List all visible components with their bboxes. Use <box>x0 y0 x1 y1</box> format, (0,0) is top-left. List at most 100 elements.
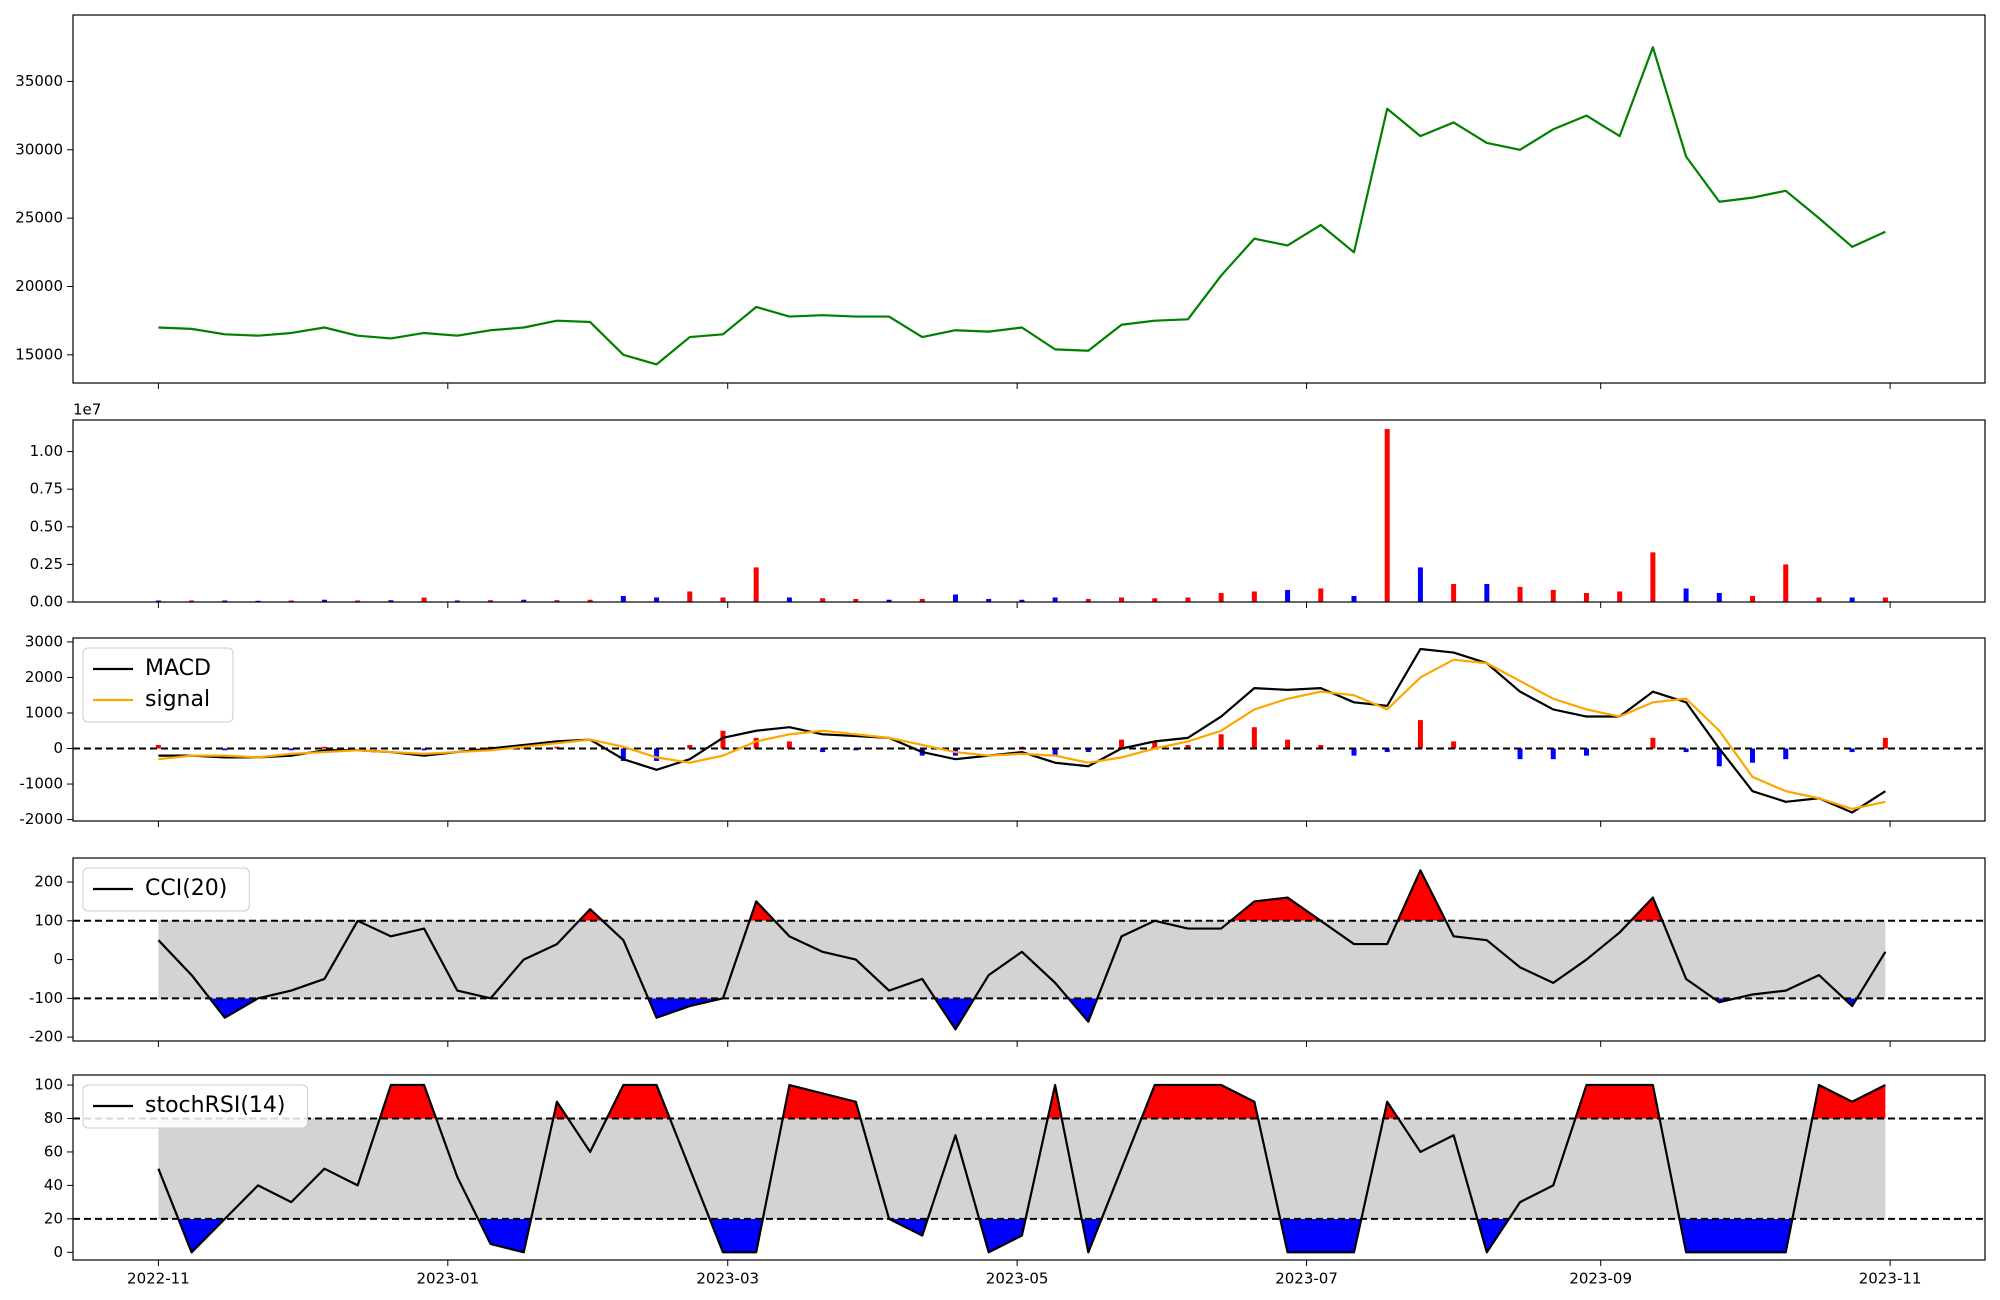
volume-bar <box>454 600 460 602</box>
volume-bar <box>1484 583 1490 602</box>
volume-bar <box>488 600 494 602</box>
histogram-bar <box>1152 741 1158 749</box>
volume-bar <box>554 600 560 602</box>
x-tick-label: 2023-09 <box>1569 1270 1632 1288</box>
volume-bar <box>388 600 394 602</box>
volume-bar <box>820 598 826 602</box>
volume-bar <box>189 600 195 602</box>
volume-bar <box>1816 597 1822 602</box>
legend-box <box>82 647 234 723</box>
plot-frame <box>72 857 1986 1042</box>
histogram-bar <box>1882 737 1888 749</box>
volume-bar <box>288 600 294 602</box>
legend-label: stochRSI(14) <box>145 1093 286 1118</box>
volume-bar <box>919 598 925 602</box>
legend-label: MACD <box>145 656 211 681</box>
y-tick-label: 25000 <box>15 209 63 227</box>
histogram-bar <box>687 744 693 749</box>
histogram-bar <box>620 748 626 761</box>
y-tick-label: 100 <box>34 911 63 929</box>
volume-bar <box>155 600 161 602</box>
histogram-bar <box>222 748 228 751</box>
y-tick-label: 0 <box>53 739 63 757</box>
volume-bar <box>886 599 892 602</box>
y-tick-label: 1.00 <box>30 442 63 460</box>
y-tick-label: -1000 <box>19 775 63 793</box>
histogram-bar <box>1716 748 1722 767</box>
histogram-bar <box>753 737 759 749</box>
y-tick-label: -200 <box>29 1028 63 1046</box>
volume-bar <box>1783 564 1789 602</box>
neutral-band <box>158 1118 1886 1219</box>
histogram-bar <box>1218 734 1224 749</box>
legend-box <box>82 1084 308 1129</box>
y-tick-label: 20 <box>44 1209 63 1227</box>
volume-bar <box>1417 567 1423 602</box>
volume-bar <box>1085 598 1091 602</box>
plot-frame <box>72 419 1986 603</box>
histogram-bar <box>1849 748 1855 753</box>
histogram-bar <box>421 748 427 751</box>
histogram-bar <box>1185 744 1191 749</box>
histogram-bar <box>1052 748 1058 756</box>
histogram-bar <box>1085 748 1091 753</box>
series-line <box>158 46 1886 366</box>
volume-bar <box>1750 595 1756 602</box>
y-tick-label: 2000 <box>25 668 63 686</box>
volume-bar <box>1052 597 1058 602</box>
x-tick-label: 2023-11 <box>1859 1270 1922 1288</box>
volume-bar <box>255 600 261 602</box>
volume-bar <box>521 599 527 602</box>
histogram-bar <box>654 748 660 761</box>
neutral-band <box>158 920 1886 999</box>
volume-bar <box>1351 595 1357 602</box>
histogram-bar <box>1517 748 1523 760</box>
histogram-bar <box>720 730 726 749</box>
y-tick-label: 100 <box>34 1076 63 1094</box>
volume-bar <box>421 597 427 602</box>
histogram-bar <box>1683 748 1689 753</box>
histogram-bar <box>1783 748 1789 760</box>
volume-bar <box>786 597 792 602</box>
volume-bar <box>1882 597 1888 602</box>
plot-area <box>73 647 1985 814</box>
volume-bar <box>1119 597 1125 602</box>
y-tick-label: 20000 <box>15 277 63 295</box>
volume-bar <box>1683 588 1689 602</box>
histogram-bar <box>786 741 792 749</box>
volume-bar <box>1451 583 1457 602</box>
histogram-bar <box>1251 727 1257 749</box>
volume-bar <box>1384 429 1390 602</box>
y-tick-label: 80 <box>44 1109 63 1127</box>
volume-bar <box>720 597 726 602</box>
y-tick-label: 1000 <box>25 703 63 721</box>
plot-area <box>155 429 1888 602</box>
volume-bar <box>1849 597 1855 602</box>
volume-bar <box>687 591 693 602</box>
y-tick-label: 40 <box>44 1176 63 1194</box>
histogram-bar <box>820 748 826 753</box>
series-line <box>157 1083 1886 1254</box>
volume-bar <box>952 594 958 602</box>
legend-label: signal <box>145 687 210 712</box>
volume-bar <box>1716 592 1722 602</box>
y-tick-label: 3000 <box>25 632 63 650</box>
x-tick-label: 2023-03 <box>696 1270 759 1288</box>
volume-bar <box>1019 599 1025 602</box>
plot-area <box>158 46 1886 366</box>
volume-bar <box>1583 592 1589 602</box>
plot-frame <box>72 14 1986 384</box>
y-tick-label: -2000 <box>19 810 63 828</box>
histogram-bar <box>1451 741 1457 749</box>
legend-box <box>82 867 250 912</box>
histogram-bar <box>1285 739 1291 749</box>
offset-text: 1e7 <box>73 401 101 419</box>
plot-area <box>73 1083 1985 1254</box>
volume-bar <box>1285 589 1291 602</box>
y-tick-label: 200 <box>34 873 63 891</box>
series-line <box>158 647 1886 814</box>
y-tick-label: 0 <box>53 1243 63 1261</box>
volume-bar <box>1152 598 1158 602</box>
